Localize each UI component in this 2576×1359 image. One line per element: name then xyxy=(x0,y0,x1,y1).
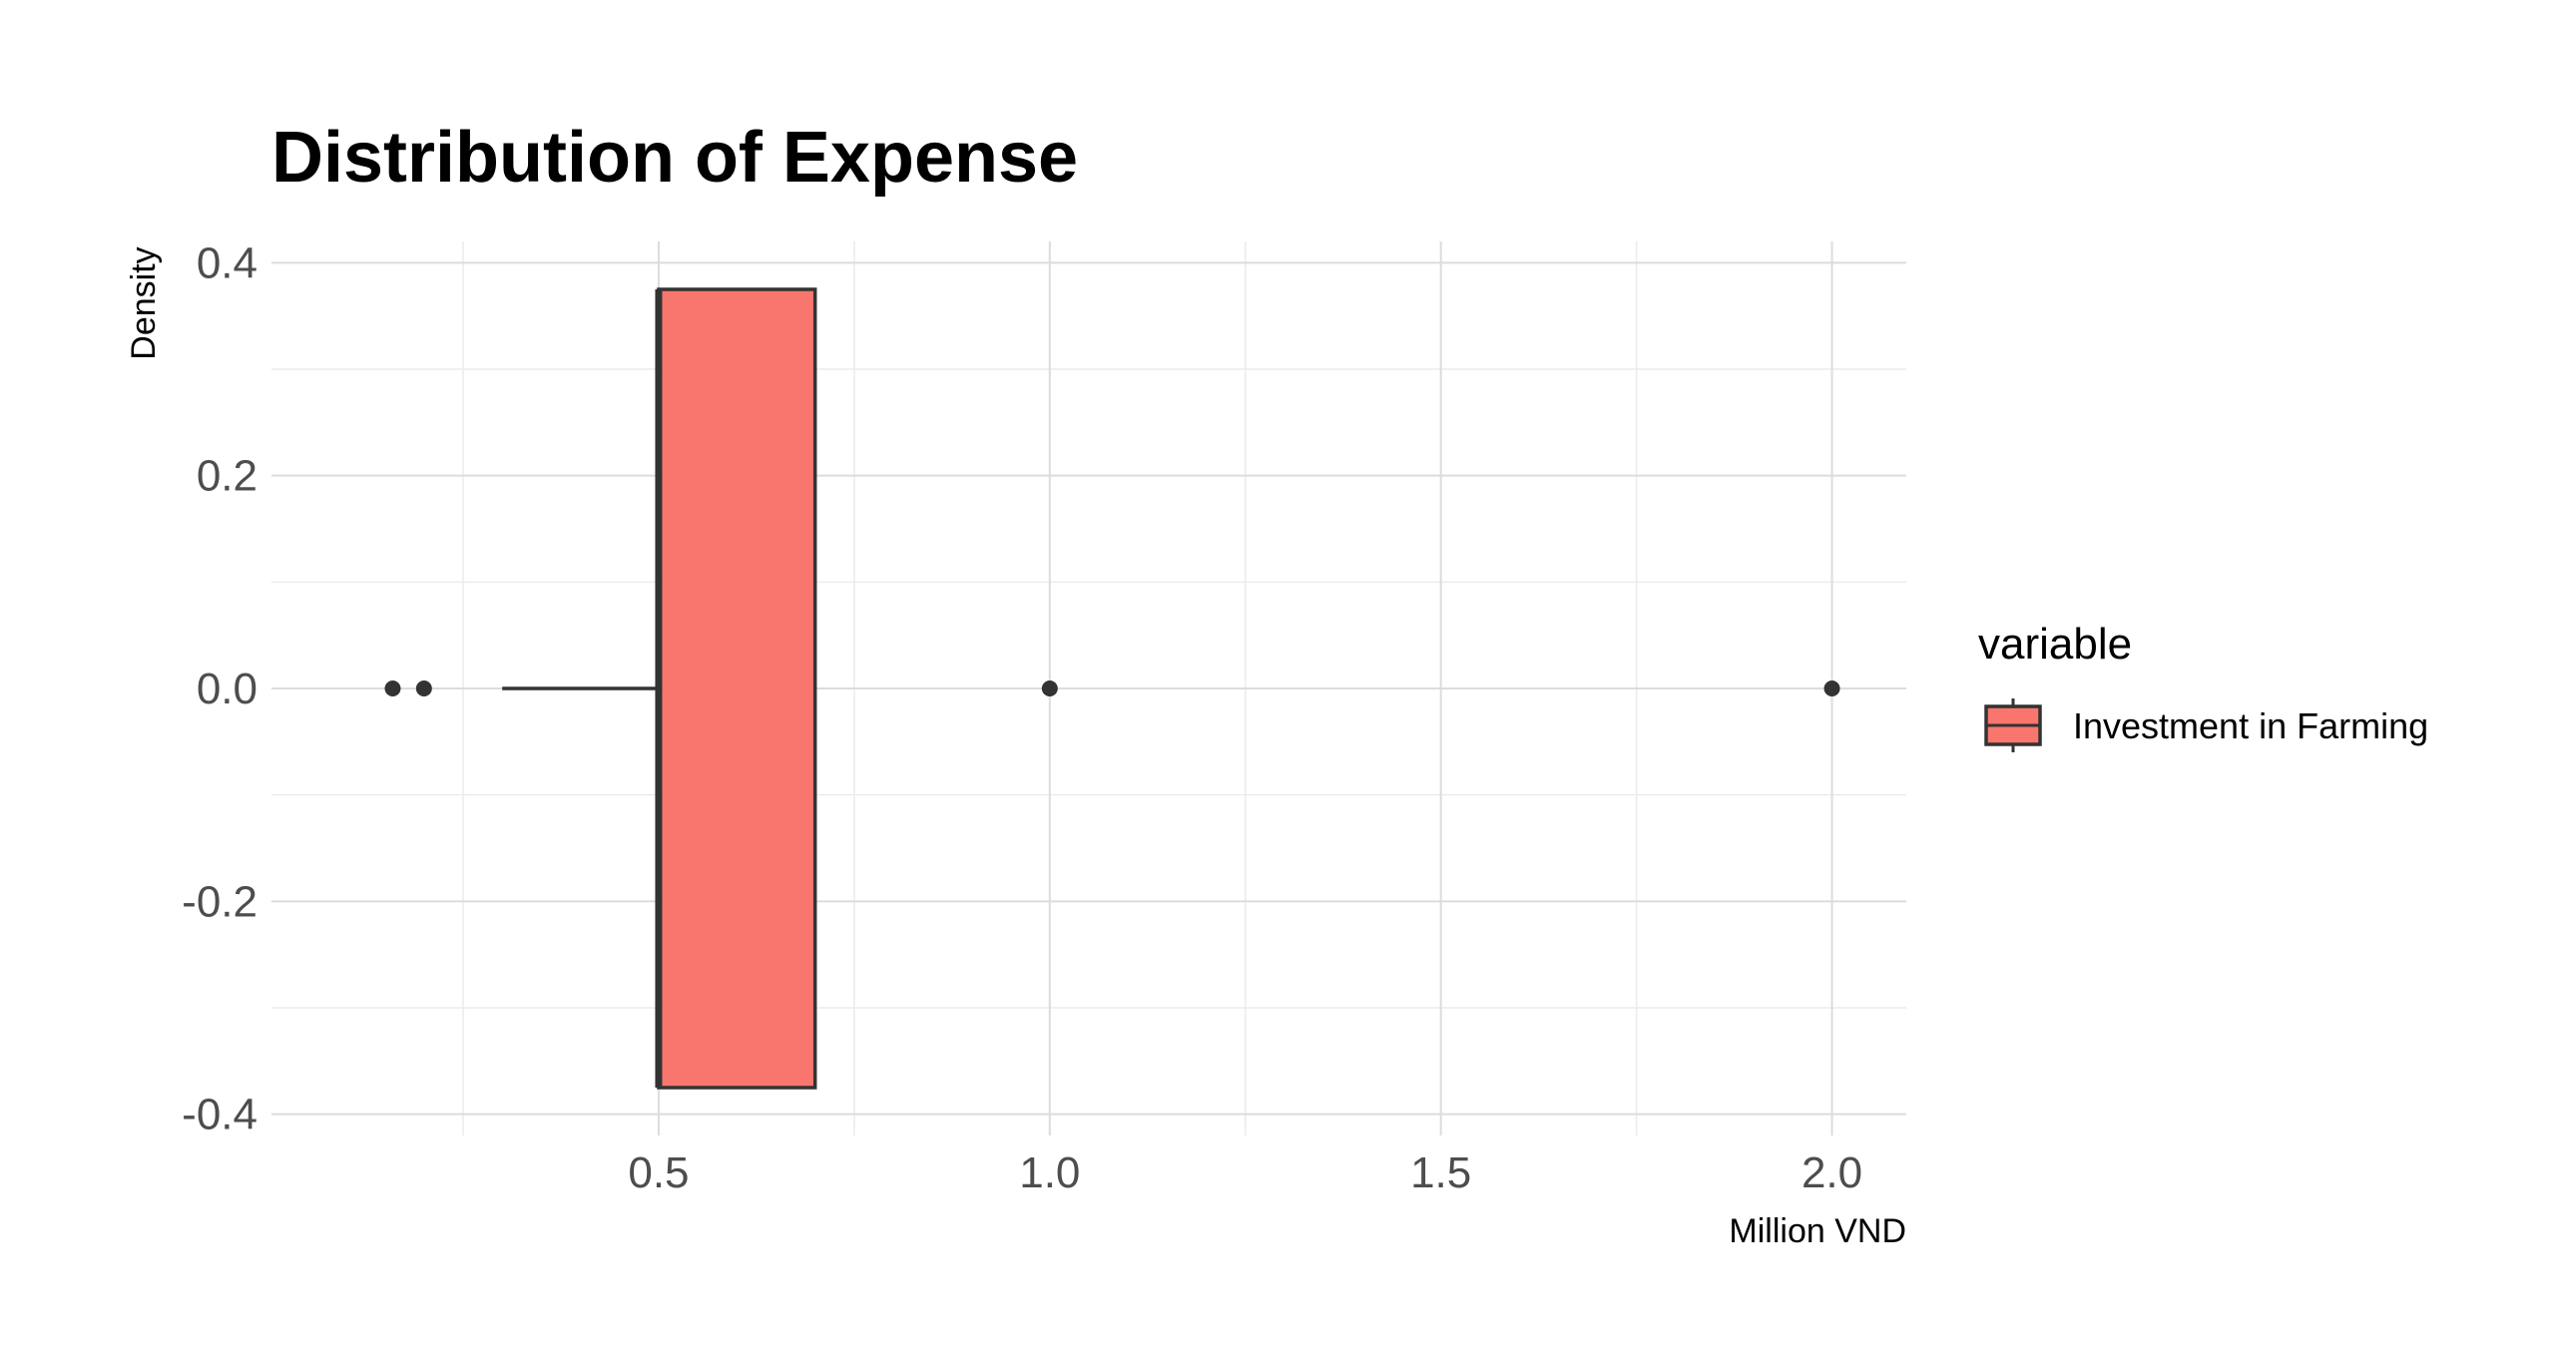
y-tick-label: 0.4 xyxy=(197,238,258,287)
box-iqr xyxy=(657,287,817,1090)
y-tick-label: -0.4 xyxy=(182,1091,258,1139)
outlier-point xyxy=(1041,680,1058,696)
x-tick-label: 2.0 xyxy=(1802,1148,1862,1197)
outlier-point xyxy=(1823,680,1840,696)
x-tick-label: 0.5 xyxy=(628,1148,689,1197)
chart-title: Distribution of Expense xyxy=(271,118,1078,198)
grid xyxy=(271,241,1906,1135)
legend-items: Investment in Farming xyxy=(1984,698,2428,752)
plot-marks xyxy=(384,287,1840,1090)
y-tick-label: 0.0 xyxy=(197,665,258,713)
outlier-point xyxy=(384,680,401,696)
legend-label: Investment in Farming xyxy=(2073,705,2428,746)
axes: 0.5 1.0 1.5 2.0 -0.4 -0.2 0.0 0.2 0.4 xyxy=(182,238,1862,1197)
y-tick-label: -0.2 xyxy=(182,877,258,926)
legend-title: variable xyxy=(1978,620,2132,669)
legend: variable Investment in Farming xyxy=(1978,620,2428,752)
y-axis-label: Density xyxy=(125,246,163,359)
x-tick-label: 1.5 xyxy=(1410,1148,1471,1197)
y-tick-label: 0.2 xyxy=(197,452,258,501)
x-tick-label: 1.0 xyxy=(1019,1148,1080,1197)
x-axis-label: Million VND xyxy=(1729,1212,1906,1250)
outlier-point xyxy=(415,680,432,696)
